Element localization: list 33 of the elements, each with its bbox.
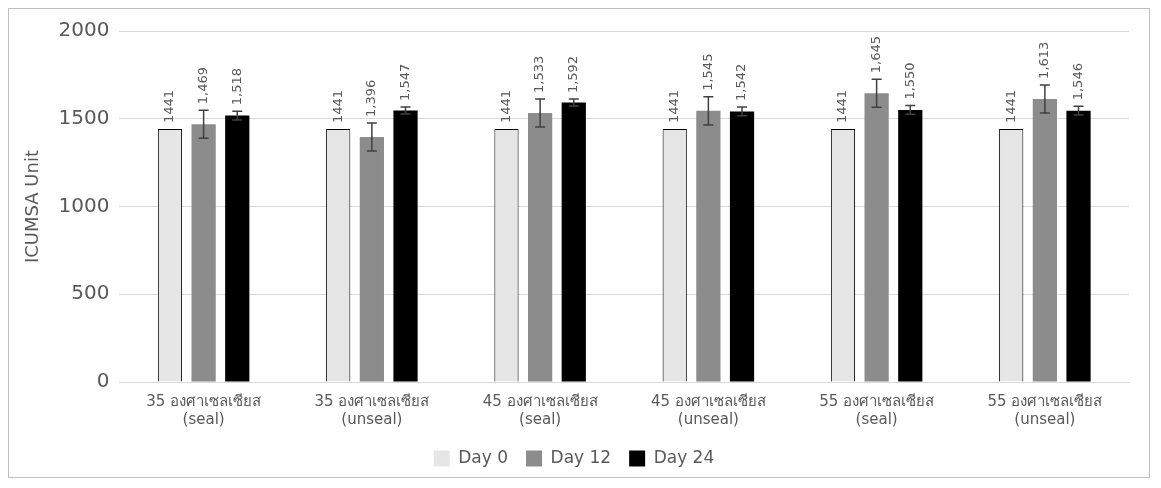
- data-label: 1,613: [1036, 41, 1052, 79]
- data-label: 1441: [666, 90, 682, 124]
- y-tick-label: 500: [71, 280, 110, 305]
- data-label: 1,550: [901, 62, 917, 100]
- y-tick-label: 1000: [58, 192, 110, 217]
- y-tick-label: 0: [96, 368, 110, 393]
- legend-label: Day 24: [653, 446, 715, 467]
- data-label: 1,545: [699, 53, 715, 91]
- x-tick-label: 55 องศาเซลเซียส (unseal): [987, 391, 1103, 428]
- y-tick-label: 2000: [58, 17, 110, 42]
- data-label: 1,547: [396, 63, 412, 101]
- data-label: 1,518: [228, 67, 244, 106]
- x-tick-label: 45 องศาเซลเซียส (unseal): [650, 391, 766, 428]
- y-axis-title: ICUMSA Unit: [21, 149, 43, 264]
- data-label: 1,645: [868, 36, 883, 74]
- data-label: 1441: [329, 90, 345, 124]
- data-label: 1441: [1002, 90, 1018, 124]
- data-label: 1,469: [195, 66, 210, 105]
- data-label: 1,542: [733, 63, 749, 101]
- data-label: 1,396: [363, 79, 379, 117]
- x-tick-label: 45 องศาเซลเซียส (seal): [482, 391, 598, 428]
- legend-label: Day 12: [550, 446, 612, 467]
- x-tick-label: 55 องศาเซลเซียส (seal): [819, 391, 935, 428]
- data-label: 1441: [161, 90, 177, 124]
- data-label: 1,546: [1069, 63, 1085, 101]
- y-tick-label: 1500: [58, 104, 110, 129]
- data-label: 1,533: [531, 55, 547, 93]
- legend-label: Day 0: [458, 446, 509, 467]
- data-label: 1,592: [565, 55, 581, 94]
- x-tick-label: 35 องศาเซลเซียส (seal): [146, 391, 262, 428]
- x-tick-label: 35 องศาเซลเซียส (unseal): [314, 391, 430, 428]
- data-label: 1441: [497, 90, 513, 124]
- data-label: 1441: [834, 90, 850, 124]
